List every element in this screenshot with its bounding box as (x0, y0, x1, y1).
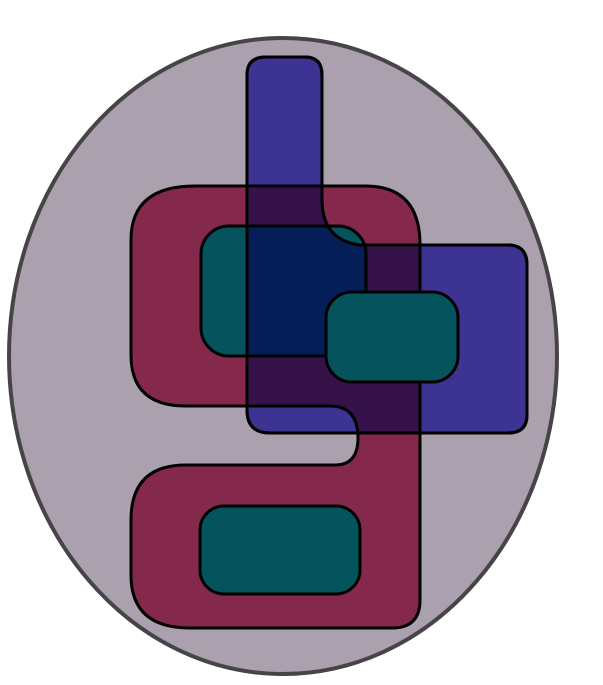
indigo-outline (245, 55, 529, 435)
teal-rect-center (324, 290, 460, 384)
teal-rect-lower (198, 504, 362, 596)
